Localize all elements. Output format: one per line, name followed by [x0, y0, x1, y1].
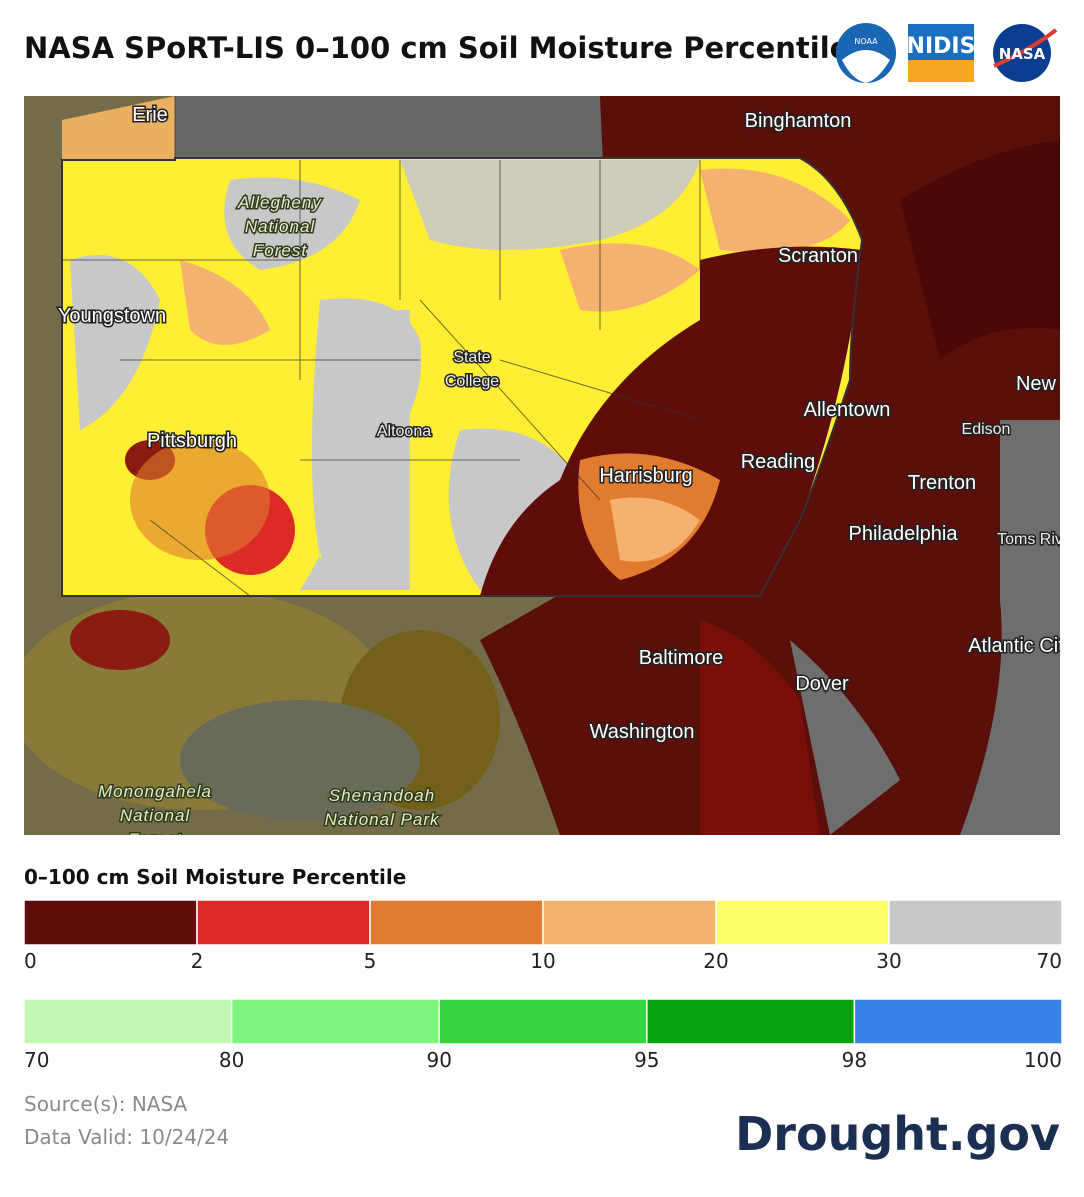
map-label: Toms Riv — [997, 531, 1063, 548]
map-label: New — [1016, 373, 1057, 395]
legend-swatch — [369, 899, 544, 946]
legend-swatch — [438, 998, 648, 1045]
logo-nasa: NASA — [993, 24, 1058, 82]
map-label: Edison — [962, 421, 1011, 438]
legend-swatch — [646, 998, 856, 1045]
map-label: Forest — [128, 830, 182, 849]
map-label: Scranton — [778, 245, 858, 267]
legend-tick-label: 100 — [1024, 1048, 1062, 1072]
map-label: Erie — [132, 104, 168, 126]
map: Erie Binghamton Allegheny National Forest Scr… — [24, 96, 1064, 849]
legend-swatch — [196, 899, 371, 946]
legend-tick-label: 90 — [426, 1048, 451, 1072]
map-label: Altoona — [377, 423, 431, 440]
legend-tick-label: 10 — [530, 949, 555, 973]
map-label: National — [120, 806, 191, 825]
map-label: Baltimore — [639, 647, 723, 669]
legend-tick-label: 80 — [219, 1048, 244, 1072]
map-label: Youngstown — [58, 305, 166, 327]
legend-tick-label: 2 — [191, 949, 204, 973]
legend-swatch — [23, 998, 233, 1045]
legend-tick-label: 70 — [24, 1048, 49, 1072]
legend-tick-label: 20 — [703, 949, 728, 973]
map-label: Allentown — [804, 399, 891, 421]
legend-swatch — [230, 998, 440, 1045]
map-label: Washington — [590, 721, 695, 743]
legend-swatch — [853, 998, 1063, 1045]
map-label: National — [245, 217, 316, 236]
legend-tick-label: 95 — [634, 1048, 659, 1072]
brand: Drought.gov — [735, 1107, 1060, 1161]
map-label: Shenandoah — [329, 786, 435, 805]
logo-nidis: NIDIS — [907, 24, 976, 82]
legend-tick-label: 30 — [876, 949, 901, 973]
legend-title: 0–100 cm Soil Moisture Percentile — [24, 865, 406, 889]
map-label: Dover — [795, 673, 849, 695]
legend-swatch — [23, 899, 198, 946]
map-label: Harrisburg — [599, 465, 692, 487]
map-label: Forest — [253, 241, 307, 260]
logo-noaa: NOAA — [836, 23, 896, 83]
date: Data Valid: 10/24/24 — [24, 1125, 229, 1149]
map-label: College — [445, 373, 499, 390]
map-label: State — [453, 349, 490, 366]
map-label: Allegheny — [237, 193, 322, 212]
legend-swatch — [888, 899, 1063, 946]
title: NASA SPoRT-LIS 0–100 cm Soil Moisture Pe… — [24, 31, 849, 65]
map-label: Monongahela — [98, 782, 212, 801]
map-label: National Park — [324, 810, 440, 829]
logo-text: NASA — [999, 45, 1046, 63]
legend-swatch — [542, 899, 717, 946]
logo-text: NIDIS — [907, 34, 976, 59]
map-label: Reading — [741, 451, 816, 473]
legend-tick-label: 70 — [1037, 949, 1062, 973]
map-label: Philadelphia — [849, 523, 959, 545]
source: Source(s): NASA — [24, 1092, 188, 1116]
legend-tick-label: 5 — [364, 949, 377, 973]
legend-tick-label: 98 — [842, 1048, 867, 1072]
map-label: Binghamton — [745, 110, 852, 132]
logo-text: NOAA — [854, 37, 878, 46]
map-label: Pittsburgh — [147, 430, 237, 452]
legend-tick-label: 0 — [24, 949, 37, 973]
map-label: Trenton — [908, 472, 976, 494]
map-label: Atlantic Cit — [968, 635, 1064, 657]
legend-swatch — [715, 899, 890, 946]
